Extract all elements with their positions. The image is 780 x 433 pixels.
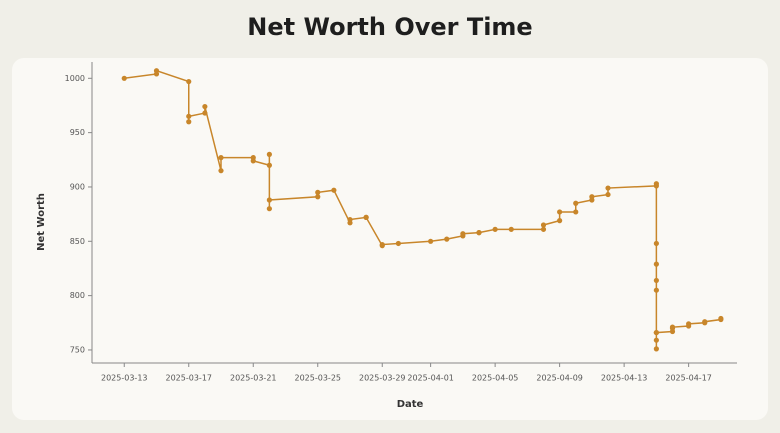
data-point [476, 230, 482, 236]
y-tick-label: 800 [70, 291, 85, 300]
data-point [557, 218, 563, 224]
data-point [653, 181, 659, 187]
data-point [540, 226, 547, 232]
data-point [589, 194, 595, 200]
y-tick-label: 950 [70, 128, 85, 137]
data-point [363, 214, 369, 220]
data-point [653, 287, 659, 293]
data-point [573, 200, 579, 206]
x-tick-label: 2025-04-13 [601, 374, 648, 383]
data-point [605, 191, 611, 198]
data-point [379, 241, 385, 248]
data-point [202, 103, 208, 110]
y-axis-title: Net Worth [36, 193, 47, 251]
data-point [202, 110, 208, 116]
data-point [395, 240, 401, 247]
data-point [428, 238, 434, 244]
data-point [266, 162, 272, 168]
data-point [315, 194, 321, 200]
x-tick-label: 2025-03-17 [166, 374, 213, 383]
data-point [653, 261, 659, 267]
data-point [218, 168, 224, 174]
data-point [702, 319, 708, 325]
data-point [508, 226, 514, 232]
data-point [540, 222, 547, 228]
data-point [669, 324, 676, 330]
data-point [315, 189, 321, 195]
card [12, 58, 768, 420]
x-tick-label: 2025-04-09 [536, 374, 583, 383]
chart-title: Net Worth Over Time [247, 13, 532, 41]
data-point [444, 236, 450, 242]
data-point [250, 158, 256, 164]
data-point [557, 209, 563, 215]
x-tick-label: 2025-04-05 [472, 374, 519, 383]
data-point [653, 277, 659, 284]
data-point [460, 231, 466, 237]
x-tick-label: 2025-03-13 [101, 374, 148, 383]
x-axis-title: Date [397, 399, 424, 410]
data-point [653, 337, 659, 343]
y-tick-label: 900 [70, 182, 85, 191]
data-point [718, 315, 724, 322]
y-tick-label: 1000 [65, 74, 85, 83]
data-point [605, 185, 611, 191]
x-tick-label: 2025-04-17 [665, 374, 712, 383]
y-tick-label: 750 [70, 345, 85, 354]
x-tick-label: 2025-03-21 [230, 374, 277, 383]
data-point [266, 206, 272, 212]
data-point [153, 68, 160, 74]
data-point [331, 187, 337, 193]
data-point [347, 216, 353, 223]
data-point [653, 240, 659, 247]
data-point [686, 321, 692, 327]
x-tick-label: 2025-03-25 [295, 374, 342, 383]
data-point [653, 329, 659, 336]
data-point [218, 155, 224, 161]
data-point [653, 346, 659, 352]
data-point [573, 209, 579, 215]
data-point [186, 113, 192, 119]
data-point [266, 151, 272, 157]
data-point [121, 75, 127, 81]
y-tick-label: 850 [70, 237, 85, 246]
data-point [492, 226, 498, 232]
data-point [186, 78, 192, 85]
data-point [266, 197, 272, 203]
x-tick-label: 2025-03-29 [359, 374, 406, 383]
data-point [186, 119, 192, 125]
x-tick-label: 2025-04-01 [407, 374, 454, 383]
